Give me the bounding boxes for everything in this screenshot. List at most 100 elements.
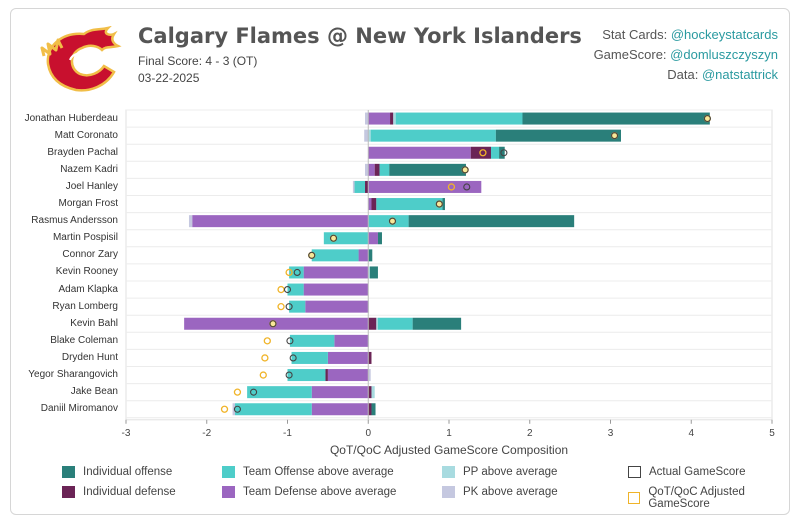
actual-gamescore-marker: [329, 234, 338, 242]
credit-stat-cards: Stat Cards: @hockeystatcards: [602, 27, 778, 42]
adjusted-gamescore-marker: [220, 405, 229, 413]
legend-label: QoT/QoC Adjusted GameScore: [648, 486, 745, 510]
bar-segment-team-defense: [368, 146, 471, 159]
bar-segment-team-offense: [490, 146, 500, 159]
bar-segment-pp: [393, 112, 396, 125]
legend-item: Individual defense: [62, 486, 176, 498]
bar-segment-individual-offense: [389, 163, 466, 176]
actual-gamescore-marker: [461, 166, 469, 174]
bar-segment-individual-defense: [374, 163, 380, 176]
bar-segment-team-defense: [311, 403, 369, 416]
bar-segment-team-offense: [291, 351, 328, 364]
legend-swatch: [222, 486, 235, 498]
bar-segment-individual-offense: [412, 317, 462, 330]
bar-segment-individual-offense: [368, 249, 373, 262]
actual-gamescore-marker: [500, 149, 508, 157]
bar-segment-individual-offense: [369, 266, 378, 279]
legend-label: Individual offense: [83, 466, 173, 478]
bar-segment-individual-offense: [408, 215, 575, 228]
x-tick-label: 3: [608, 428, 614, 439]
legend-swatch: [62, 486, 75, 498]
legend-item: Team Offense above average: [222, 466, 394, 478]
bar-segment-individual-offense: [522, 112, 710, 125]
x-tick-label: -2: [202, 428, 211, 439]
adjusted-gamescore-marker: [447, 183, 456, 191]
x-tick-label: 4: [688, 428, 694, 439]
player-name-label: Joel Hanley: [65, 180, 118, 192]
legend-label: Actual GameScore: [649, 466, 746, 478]
credit-data: Data: @natstattrick: [667, 67, 778, 82]
x-tick-label: 1: [446, 428, 452, 439]
x-tick-label: 5: [769, 428, 775, 439]
credit-handle-link[interactable]: @domluszczyszyn: [670, 47, 778, 62]
player-name-label: Kevin Bahl: [70, 317, 118, 329]
legend-swatch: [62, 466, 75, 478]
bar-segment-team-defense: [311, 386, 369, 399]
actual-gamescore-marker: [285, 303, 293, 311]
bar-segment-pk: [365, 163, 369, 176]
legend-item: Individual offense: [62, 466, 172, 478]
actual-gamescore-marker: [289, 354, 297, 362]
adjusted-gamescore-marker: [277, 302, 285, 311]
bar-segment-pp: [376, 317, 378, 330]
adjusted-gamescore-marker: [233, 388, 242, 396]
legend-item: PK above average: [442, 486, 558, 498]
bar-segment-team-defense: [303, 283, 369, 296]
bar-segment-pp: [368, 129, 371, 142]
bar-segment-team-offense: [289, 334, 335, 347]
legend-swatch: [222, 466, 235, 478]
player-name-label: Martin Pospisil: [52, 232, 118, 244]
legend-swatch: [628, 466, 641, 478]
legend-label: Individual defense: [83, 486, 176, 498]
bar-segment-team-defense: [327, 369, 369, 382]
credit-handle-link[interactable]: @natstattrick: [701, 67, 778, 82]
actual-gamescore-marker: [435, 200, 443, 208]
legend-swatch: [442, 486, 455, 498]
bar-segment-individual-offense: [495, 129, 621, 142]
bar-segment-individual-defense: [371, 198, 377, 211]
adjusted-gamescore-marker: [479, 149, 487, 157]
actual-gamescore-marker: [285, 371, 293, 379]
legend-item: Team Defense above average: [222, 486, 396, 498]
bar-segment-individual-defense: [368, 386, 372, 399]
legend-item: PP above average: [442, 466, 557, 478]
player-name-label: Matt Coronato: [54, 129, 118, 141]
legend-swatch: [442, 466, 455, 478]
legend-item: Actual GameScore: [628, 466, 746, 478]
player-name-label: Daniil Miromanov: [40, 403, 118, 415]
bar-segment-team-offense: [368, 215, 409, 228]
bar-segment-team-defense: [368, 112, 391, 125]
player-name-label: Rasmus Andersson: [31, 215, 118, 227]
bar-segment-pk: [368, 369, 371, 382]
player-name-label: Blake Coleman: [50, 334, 118, 346]
credit-handle-link[interactable]: @hockeystatcards: [670, 27, 778, 42]
bar-segment-individual-offense: [499, 146, 505, 159]
bar-segment-individual-offense: [442, 198, 445, 211]
player-name-label: Ryan Lomberg: [52, 300, 118, 312]
x-axis-label: QoT/QoC Adjusted GameScore Composition: [330, 443, 568, 457]
bar-segment-individual-defense: [368, 403, 372, 416]
actual-gamescore-marker: [269, 320, 277, 328]
bar-segment-team-defense: [305, 300, 369, 313]
bar-segment-individual-defense: [470, 146, 491, 159]
adjusted-gamescore-marker: [277, 285, 285, 294]
actual-gamescore-marker: [703, 115, 711, 123]
player-name-label: Nazem Kadri: [60, 163, 118, 175]
legend-label: PK above average: [463, 486, 558, 498]
bar-segment-team-defense: [303, 266, 369, 279]
bar-segment-individual-offense: [371, 403, 376, 416]
bar-segment-pk: [352, 180, 355, 193]
bar-segment-team-offense: [377, 317, 413, 330]
bar-segment-pk: [188, 215, 193, 228]
bar-segment-team-defense: [368, 163, 375, 176]
actual-gamescore-marker: [308, 251, 316, 259]
bar-segment-pp: [368, 266, 370, 279]
bar-segment-pk: [365, 112, 369, 125]
player-name-label: Brayden Pachal: [47, 146, 118, 158]
adjusted-gamescore-marker: [261, 354, 269, 362]
stat-card: [10, 8, 790, 515]
bar-segment-team-offense: [395, 112, 523, 125]
x-tick-label: -1: [283, 428, 292, 439]
player-name-label: Yegor Sharangovich: [28, 369, 118, 381]
